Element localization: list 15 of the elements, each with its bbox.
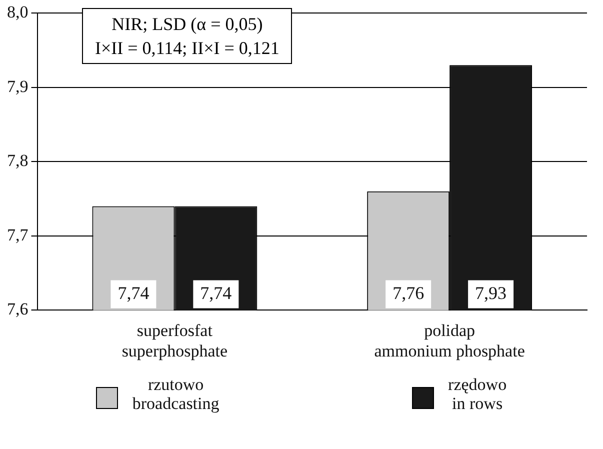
data-label: 7,74	[200, 282, 232, 303]
y-tick-label: 7,6	[7, 300, 28, 319]
y-tick-label: 7,7	[7, 225, 29, 244]
annotation: NIR; LSD (α = 0,05)	[110, 13, 264, 36]
x-tick-label: superfosfat superphosphate	[122, 320, 228, 360]
data-label: 7,93	[475, 282, 507, 303]
annotation: I×II = 0,114; II×I = 0,121	[95, 37, 280, 60]
legend-label: rzędowo in rows	[448, 375, 507, 413]
y-tick-label: 7,9	[7, 76, 28, 96]
y-tick-label: 7,8	[7, 151, 28, 170]
x-tick-label: polidap ammonium phosphate	[374, 320, 525, 360]
series-label: rzutowo broadcasting	[132, 375, 220, 413]
y-tick-label: 8,0	[7, 2, 28, 22]
data-label: 7,76	[392, 282, 424, 303]
data-label: 7,74	[118, 282, 150, 303]
